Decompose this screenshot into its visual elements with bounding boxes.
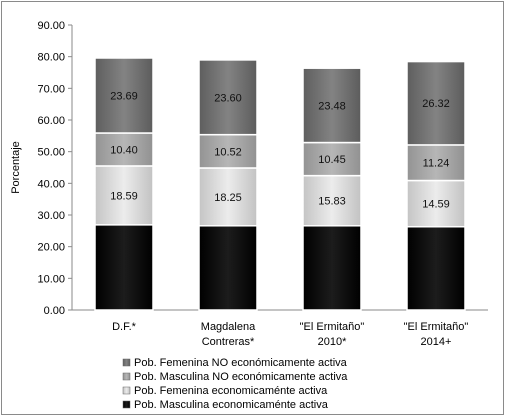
y-axis-label: Porcentaje [10,141,22,194]
legend-label: Pob. Femenina economicaménte activa [134,385,328,397]
y-tick-label: 20.00 [37,242,65,254]
x-tick-label: Magdalena [201,321,256,333]
bar-segment [198,59,258,136]
x-tick-label: Contreras* [202,336,255,348]
bar-segment [198,167,258,227]
x-tick-label: "El Ermitaño" [404,321,469,333]
y-tick-label: 40.00 [37,178,65,190]
legend-label: Pob. Masculina NO económicamente activa [134,371,348,383]
legend-label: Pob. Masculina economicaménte activa [134,399,329,411]
legend-label: Pob. Femenina NO económicamente activa [134,357,348,369]
bar-segment [198,225,258,311]
y-tick-label: 0.00 [44,305,65,317]
data-label: 15.83 [318,196,346,208]
y-tick-label: 80.00 [37,52,65,64]
bar-segment [302,67,362,144]
y-tick-label: 30.00 [37,210,65,222]
y-tick-label: 70.00 [37,83,65,95]
bar-segment [94,224,154,311]
data-label: 14.59 [422,199,450,211]
bar-segment [406,179,466,228]
data-label: 23.48 [318,100,346,112]
legend-swatch [122,400,131,409]
bar-segment [406,225,466,311]
y-tick-label: 50.00 [37,147,65,159]
data-label: 10.52 [214,146,242,158]
legend-swatch [122,358,131,367]
x-tick-label: 2014+ [421,336,452,348]
legend-swatch [122,372,131,381]
data-label: 18.25 [214,192,242,204]
bar-segment [302,174,362,227]
legend-swatch [122,386,131,395]
bar-segment [302,225,362,311]
x-tick-label: 2010* [318,336,347,348]
y-tick-label: 60.00 [37,115,65,127]
x-tick-label: D.F.* [112,321,137,333]
data-label: 23.69 [110,91,138,103]
x-tick-label: "El Ermitaño" [300,321,365,333]
data-label: 10.40 [110,144,138,156]
data-label: 10.45 [318,154,346,166]
bar-segment [406,144,466,182]
y-tick-label: 90.00 [37,20,65,32]
y-tick-label: 10.00 [37,273,65,285]
data-label: 26.32 [422,98,450,110]
data-label: 23.60 [214,92,242,104]
bar-segment [94,57,154,134]
data-label: 11.24 [423,158,450,170]
bar-segment [406,60,466,146]
data-label: 18.59 [110,190,138,202]
bar-segment [198,133,258,169]
